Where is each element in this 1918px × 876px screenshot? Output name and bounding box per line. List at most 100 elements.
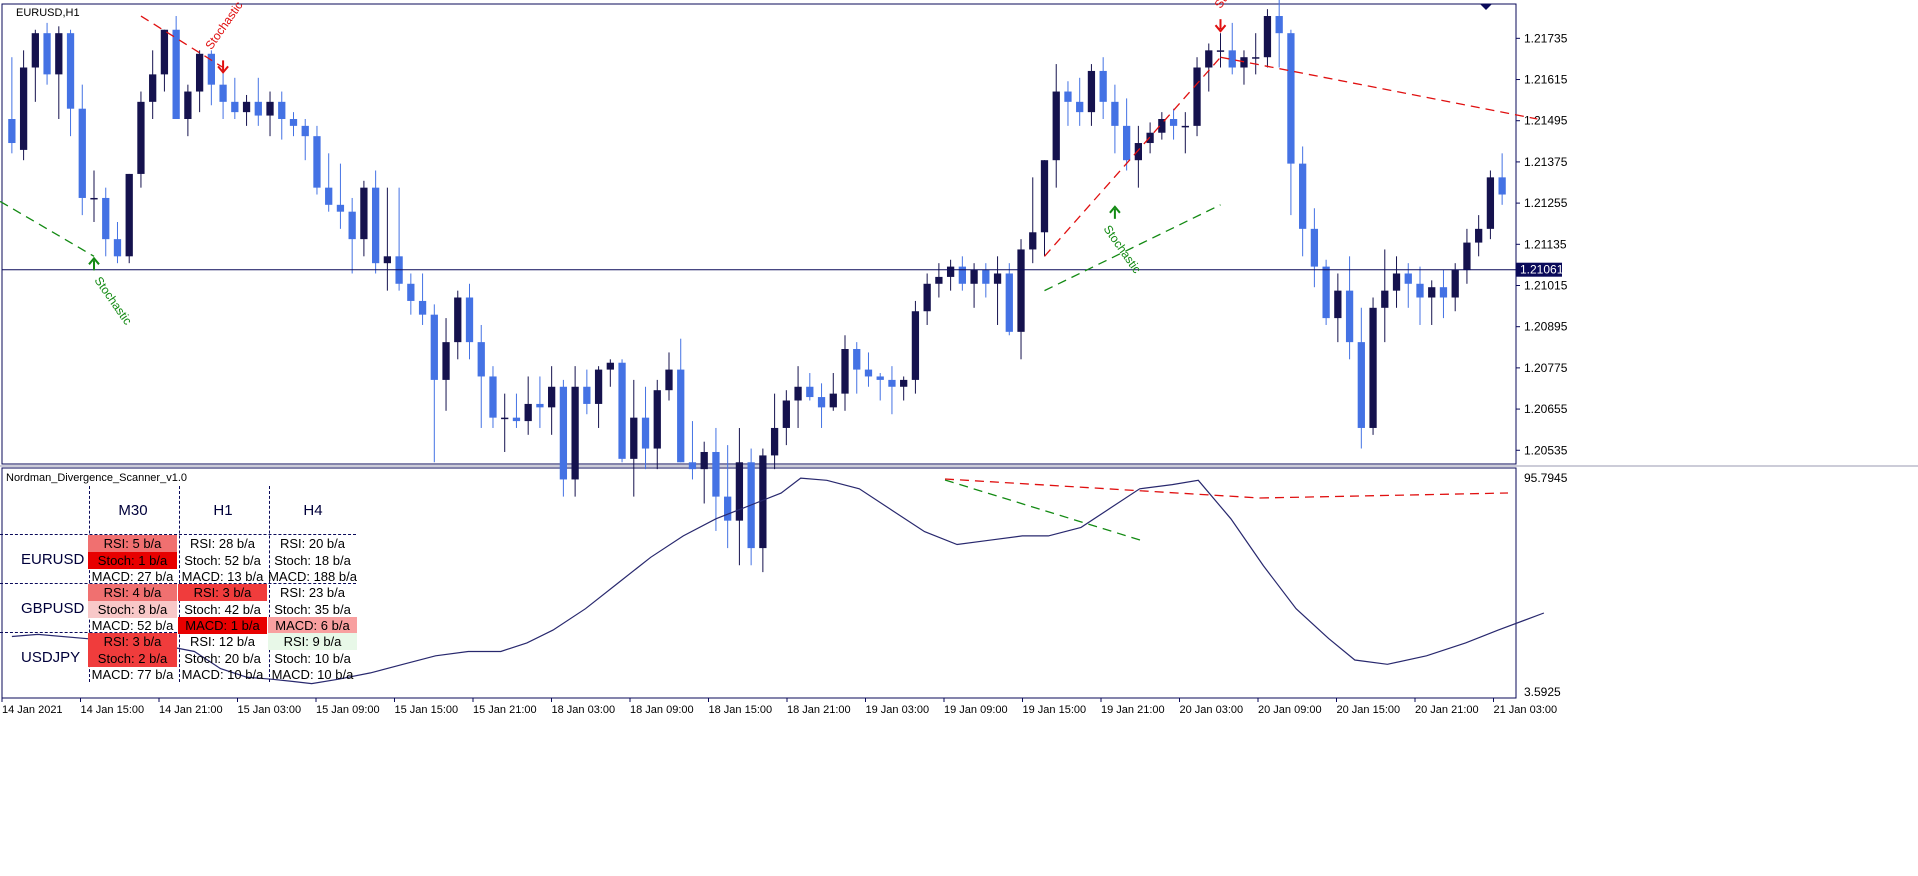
candle-body: [583, 386, 591, 404]
candle-body: [1193, 67, 1201, 126]
candle-body: [806, 386, 814, 398]
candle-body: [829, 393, 837, 408]
price-tick-label: 1.21255: [1524, 196, 1568, 210]
candle-body: [770, 427, 779, 456]
candle-body: [219, 84, 227, 102]
candle-body: [794, 386, 802, 401]
stochastic-signal-label: Stochastic: [1101, 223, 1144, 276]
candle-body: [923, 283, 931, 312]
candle-body: [1334, 290, 1342, 319]
candle-body: [1099, 70, 1107, 102]
candle-body: [641, 417, 650, 449]
candle-body: [289, 119, 298, 126]
candle-body: [348, 211, 356, 240]
candle-body: [383, 256, 392, 264]
price-tick-label: 1.21015: [1524, 278, 1568, 292]
candle-body: [489, 376, 497, 418]
candle-body: [759, 455, 767, 549]
candle-body: [1381, 290, 1389, 308]
candle-body: [841, 349, 849, 394]
candle-body: [336, 204, 345, 212]
candle-body: [958, 266, 966, 284]
candle-body: [301, 125, 309, 137]
price-tick-label: 1.20535: [1524, 443, 1568, 457]
stochastic-line: [11, 477, 1545, 685]
candle-body: [524, 403, 532, 422]
candle-body: [1122, 125, 1131, 161]
price-tick-label: 1.21495: [1524, 114, 1568, 128]
indicator-bearish-divergence-line: [1259, 492, 1509, 499]
price-tick-label: 1.20895: [1524, 320, 1568, 334]
candle-body: [1216, 50, 1225, 52]
time-tick-label: 14 Jan 21:00: [159, 704, 223, 716]
time-tick-label: 20 Jan 09:00: [1258, 704, 1322, 716]
candle-body: [571, 386, 579, 480]
current-price-tag: [1516, 262, 1562, 277]
candle-body: [454, 297, 462, 343]
candle-body: [137, 101, 145, 174]
candle-body: [430, 314, 438, 380]
price-tick-label: 1.21375: [1524, 155, 1568, 169]
price-tick-label: 1.21615: [1524, 73, 1568, 87]
main-chart-frame: [1, 3, 1517, 465]
candle-body: [653, 390, 661, 449]
candle-body: [864, 369, 873, 377]
time-tick-label: 20 Jan 03:00: [1180, 704, 1244, 716]
indicator-frame: [1, 467, 1517, 699]
candle-body: [160, 29, 169, 75]
current-price-label: 1.21061: [1520, 263, 1564, 277]
time-tick-label: 19 Jan 21:00: [1101, 704, 1165, 716]
time-tick-label: 15 Jan 09:00: [316, 704, 380, 716]
candle-body: [700, 451, 708, 470]
candle-body: [1228, 50, 1236, 68]
candle-body: [1181, 125, 1189, 128]
candle-body: [817, 397, 826, 408]
candle-body: [477, 342, 485, 377]
candle-body: [1392, 273, 1401, 291]
candle-body: [418, 300, 427, 315]
time-tick-label: 20 Jan 21:00: [1415, 704, 1479, 716]
bullish-divergence-line: [1044, 204, 1221, 292]
candle-body: [360, 187, 368, 240]
candle-body: [1463, 242, 1471, 271]
candle-body: [407, 283, 415, 301]
candle-body: [1475, 228, 1483, 243]
candle-body: [31, 33, 39, 68]
candle-body: [1040, 160, 1049, 233]
candle-body: [1322, 266, 1330, 319]
bearish-divergence-line: [140, 15, 224, 69]
candle-body: [55, 33, 63, 75]
indicator-title: Nordman_Divergence_Scanner_v1.0: [6, 472, 187, 484]
candle-body: [536, 403, 544, 408]
indicator-max-label: 95.7945: [1524, 471, 1568, 485]
time-tick-label: 19 Jan 15:00: [1023, 704, 1087, 716]
time-tick-label: 14 Jan 15:00: [81, 704, 145, 716]
candle-body: [1134, 143, 1143, 161]
candle-body: [618, 362, 626, 459]
candle-body: [113, 239, 122, 257]
candle-body: [735, 462, 744, 521]
chart-shift-marker[interactable]: [1480, 4, 1492, 10]
candle-body: [982, 270, 990, 284]
candle-body: [1416, 283, 1424, 298]
chart-symbol-title: EURUSD,H1: [16, 7, 80, 19]
candle-body: [254, 101, 262, 116]
stochastic-signal-label: Stochastic: [1211, 0, 1254, 11]
candle-body: [712, 451, 720, 497]
indicator-bullish-divergence-line: [944, 479, 1141, 541]
candle-body: [184, 91, 192, 119]
candle-body: [724, 496, 732, 521]
candle-body: [606, 362, 614, 370]
candle-body: [876, 376, 884, 380]
candle-body: [1111, 101, 1119, 126]
candle-body: [172, 29, 180, 119]
price-tick-label: 1.20655: [1524, 402, 1568, 416]
candle-body: [278, 101, 286, 119]
candle-body: [1287, 33, 1295, 164]
candle-body: [1451, 270, 1459, 298]
candle-body: [266, 101, 274, 116]
candle-body: [242, 101, 251, 113]
buy-arrow-icon: [1109, 205, 1121, 219]
candle-body: [371, 187, 380, 264]
